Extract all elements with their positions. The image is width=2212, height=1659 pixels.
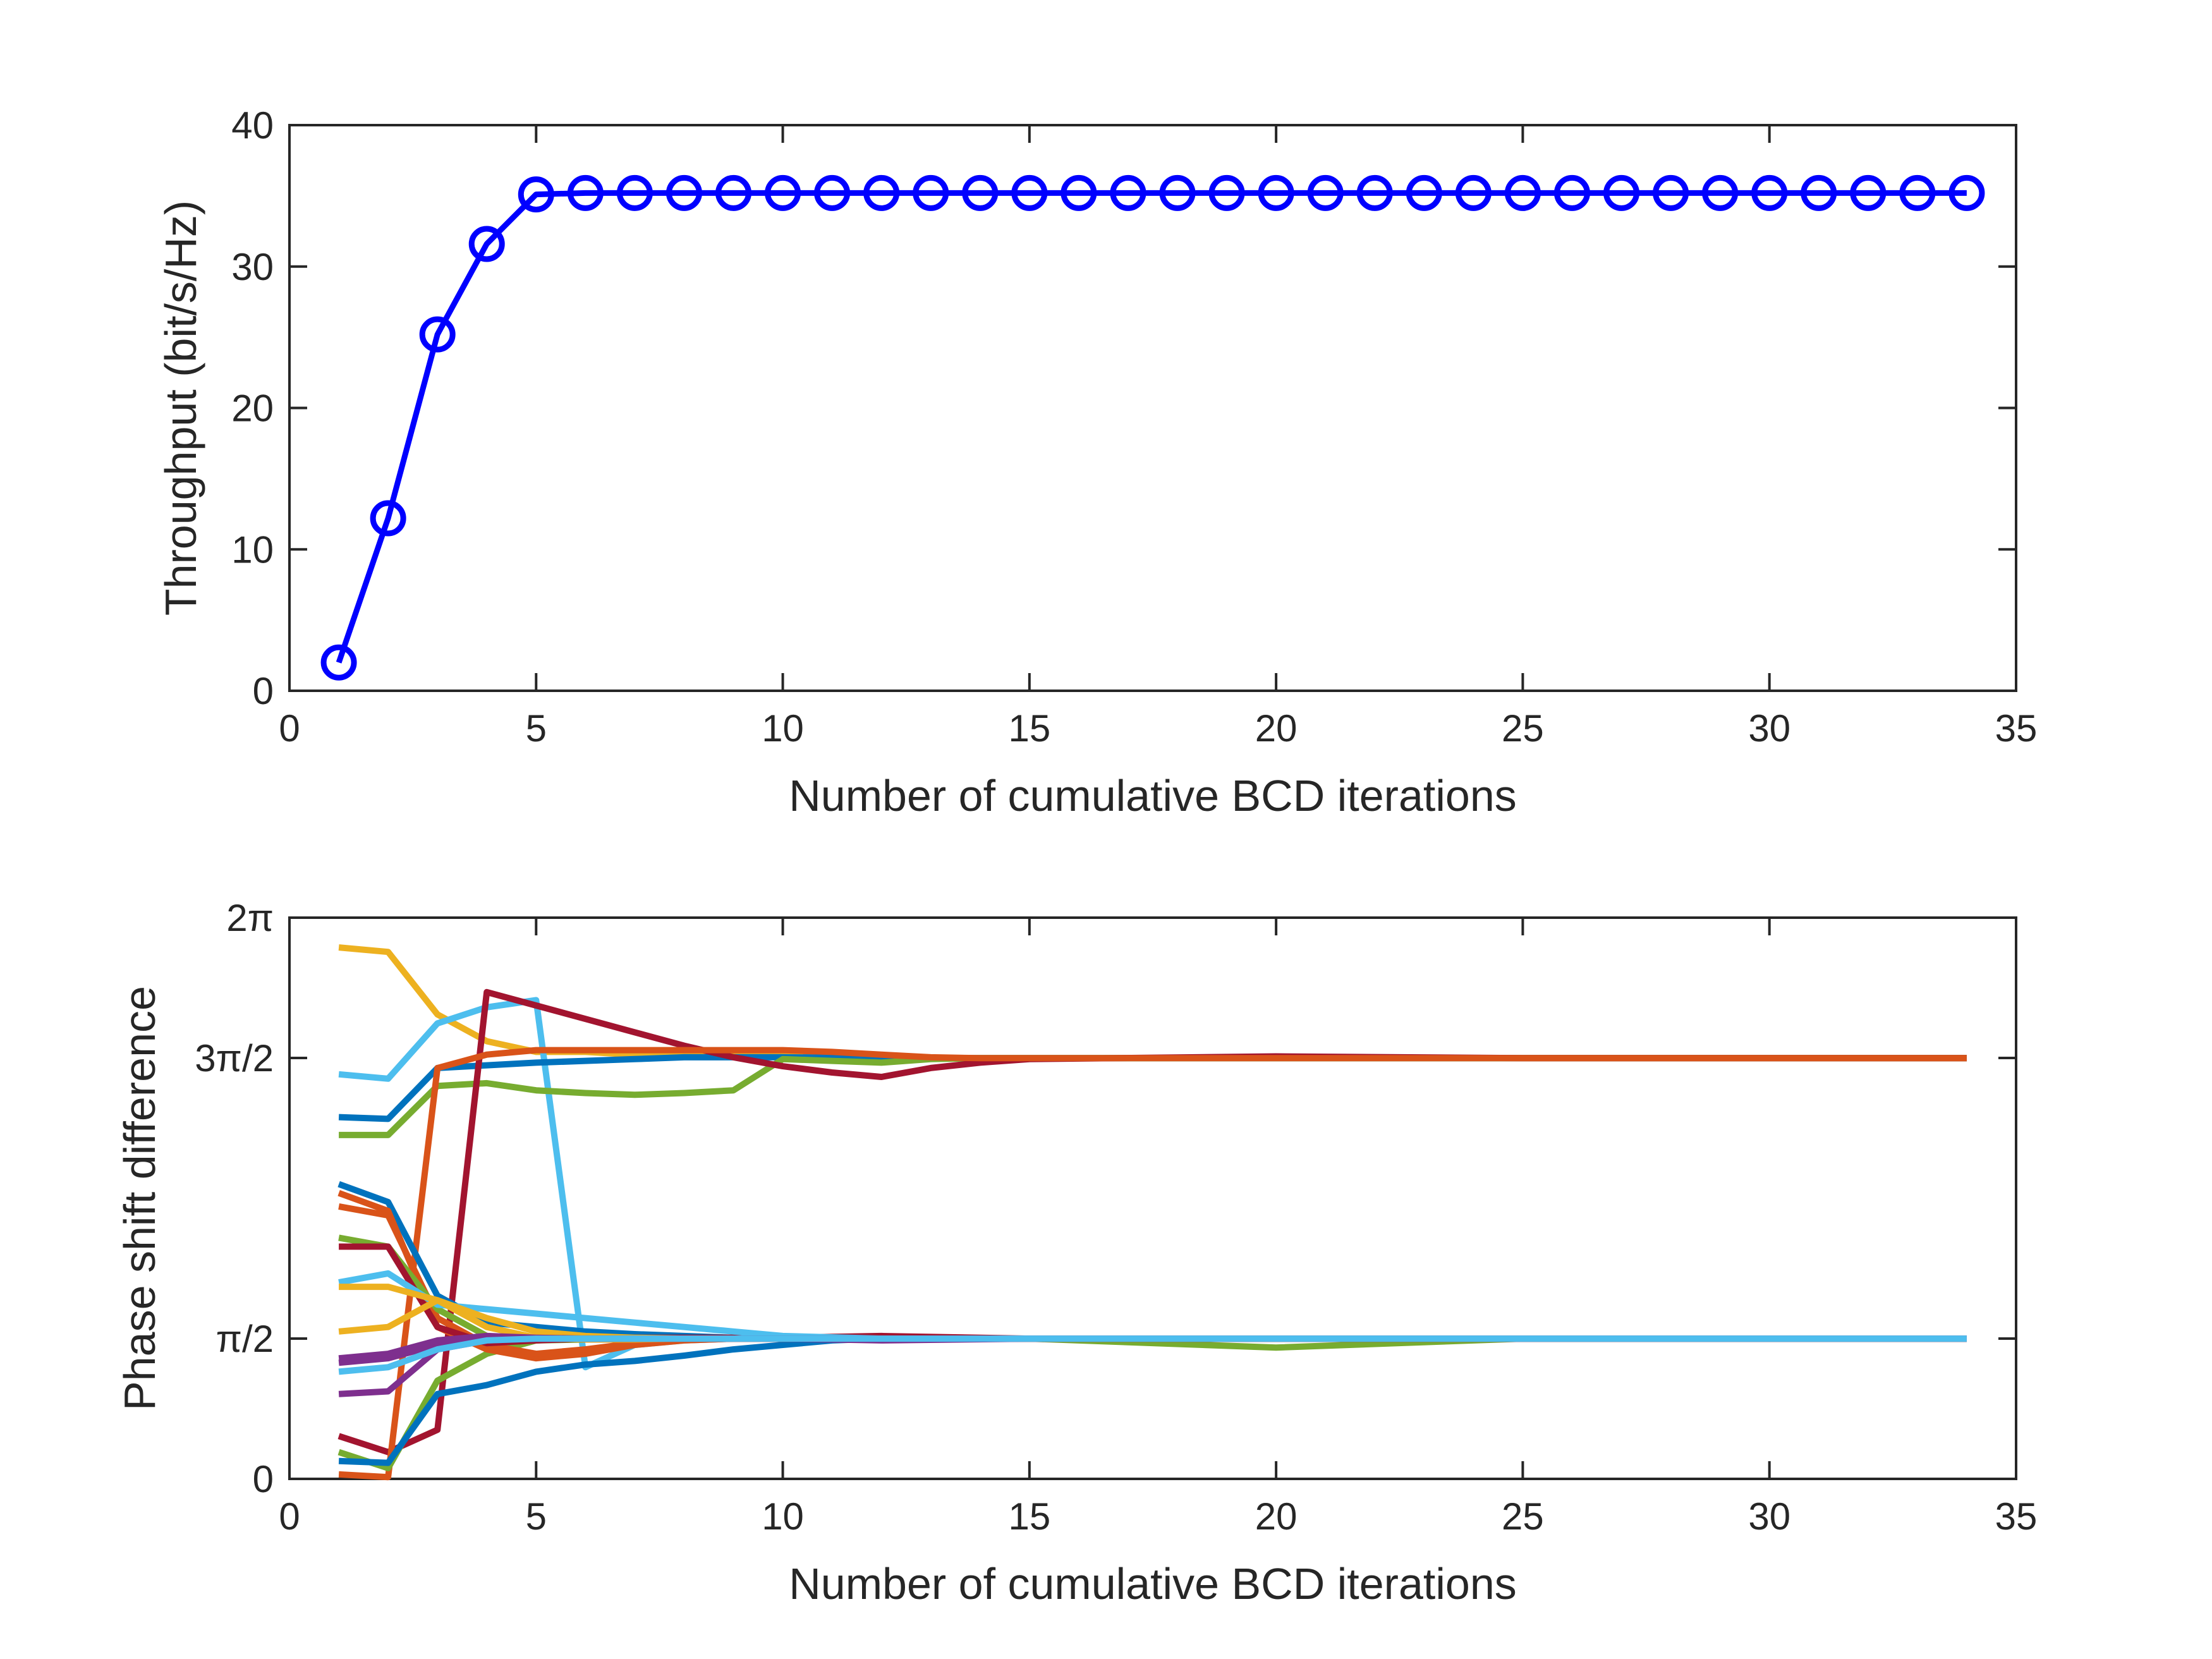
x-tick-label: 25	[1502, 1495, 1544, 1538]
x-tick-label: 35	[1995, 1495, 2038, 1538]
chart-panel-throughput: 0 5 10 15 20 25 30 35 0 10 20 30 40 Number of cumulat…	[156, 104, 2037, 820]
data-point	[715, 174, 752, 211]
data-point	[616, 174, 653, 211]
y-tick-label: 40	[231, 104, 274, 147]
series-line-0	[336, 190, 1967, 664]
x-tick-label: 10	[762, 707, 804, 750]
data-point	[419, 316, 456, 353]
data-point	[962, 174, 999, 211]
y-axis-label: Throughput (bit/s/Hz)	[156, 200, 205, 616]
x-tick-label: 20	[1255, 1495, 1297, 1538]
data-point	[665, 174, 702, 211]
data-point	[913, 174, 949, 211]
x-tick-label: 5	[526, 1495, 547, 1538]
data-point	[1603, 174, 1640, 211]
data-point	[1110, 174, 1146, 211]
data-point	[1159, 174, 1196, 211]
y-tick-label: 3π/2	[195, 1037, 274, 1079]
x-tick-label: 10	[762, 1495, 804, 1538]
data-point	[1702, 174, 1739, 211]
data-point	[1504, 174, 1541, 211]
data-point	[1751, 174, 1788, 211]
x-tick-label: 25	[1502, 707, 1544, 750]
data-point	[1406, 174, 1442, 211]
y-tick-label: π/2	[216, 1318, 274, 1360]
data-point	[863, 174, 900, 211]
x-tick-label: 15	[1008, 707, 1050, 750]
data-point	[814, 174, 851, 211]
data-point	[320, 644, 357, 681]
data-point	[765, 174, 801, 211]
data-point	[1011, 174, 1048, 211]
series-line-19	[338, 1335, 1967, 1375]
x-tick-label: 0	[279, 707, 300, 750]
y-tick-label: 20	[231, 387, 274, 430]
data-point	[468, 226, 505, 262]
data-point	[1307, 174, 1344, 211]
y-tick-label: 30	[231, 246, 274, 288]
x-tick-label: 30	[1748, 707, 1790, 750]
data-point	[1899, 174, 1936, 211]
data-point	[1553, 174, 1590, 211]
data-point	[1208, 174, 1245, 211]
y-tick-label: 0	[253, 1458, 274, 1500]
data-point	[370, 500, 406, 537]
x-tick-label: 15	[1008, 1495, 1050, 1538]
axes-box	[288, 124, 2017, 692]
data-point	[1455, 174, 1492, 211]
data-point	[1850, 174, 1887, 211]
axes-box	[288, 916, 2017, 1480]
data-point	[1801, 174, 1837, 211]
x-axis-label: Number of cumulative BCD iterations	[789, 1559, 1517, 1608]
data-point	[1258, 174, 1294, 211]
data-point	[567, 174, 604, 211]
x-tick-label: 5	[526, 707, 547, 750]
data-point	[1948, 174, 1985, 211]
y-tick-label: 10	[231, 528, 274, 571]
x-axis-label: Number of cumulative BCD iterations	[789, 771, 1517, 820]
y-axis-label: Phase shift difference	[115, 986, 164, 1411]
data-point	[1653, 174, 1689, 211]
data-point	[1060, 174, 1097, 211]
y-tick-label: 2π	[226, 897, 274, 939]
x-tick-label: 0	[279, 1495, 300, 1538]
chart-panel-phase: 0 5 10 15 20 25 30 35 0 π/2 3π/2 2π Number of cumula…	[115, 897, 2037, 1608]
data-point	[518, 176, 554, 213]
x-tick-label: 35	[1995, 707, 2038, 750]
x-tick-label: 20	[1255, 707, 1297, 750]
y-tick-label: 0	[253, 670, 274, 712]
data-point	[1356, 174, 1393, 211]
series-line-5	[338, 1047, 1967, 1481]
x-tick-label: 30	[1748, 1495, 1790, 1538]
